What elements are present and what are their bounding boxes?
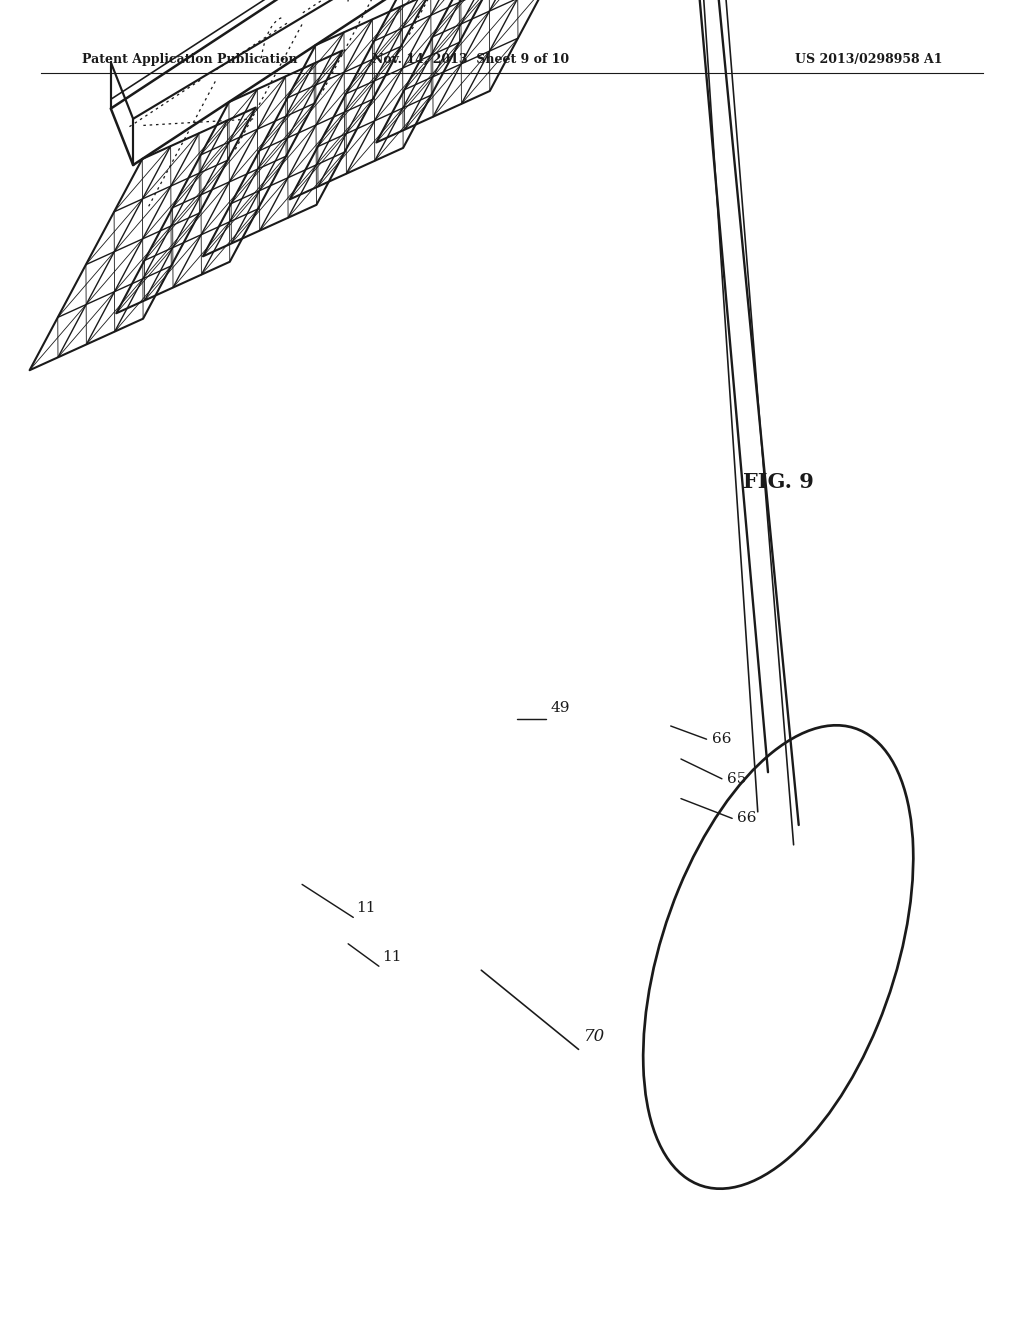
- Text: Nov. 14, 2013  Sheet 9 of 10: Nov. 14, 2013 Sheet 9 of 10: [373, 53, 569, 66]
- Text: 66: 66: [737, 812, 757, 825]
- Text: 66: 66: [712, 733, 731, 746]
- Text: 11: 11: [382, 949, 401, 964]
- Text: FIG. 9: FIG. 9: [742, 471, 814, 492]
- Text: Patent Application Publication: Patent Application Publication: [82, 53, 297, 66]
- Text: 11: 11: [356, 900, 376, 915]
- Text: 49: 49: [551, 701, 570, 715]
- Text: 65: 65: [727, 772, 746, 785]
- Text: US 2013/0298958 A1: US 2013/0298958 A1: [795, 53, 942, 66]
- Text: 70: 70: [584, 1028, 605, 1045]
